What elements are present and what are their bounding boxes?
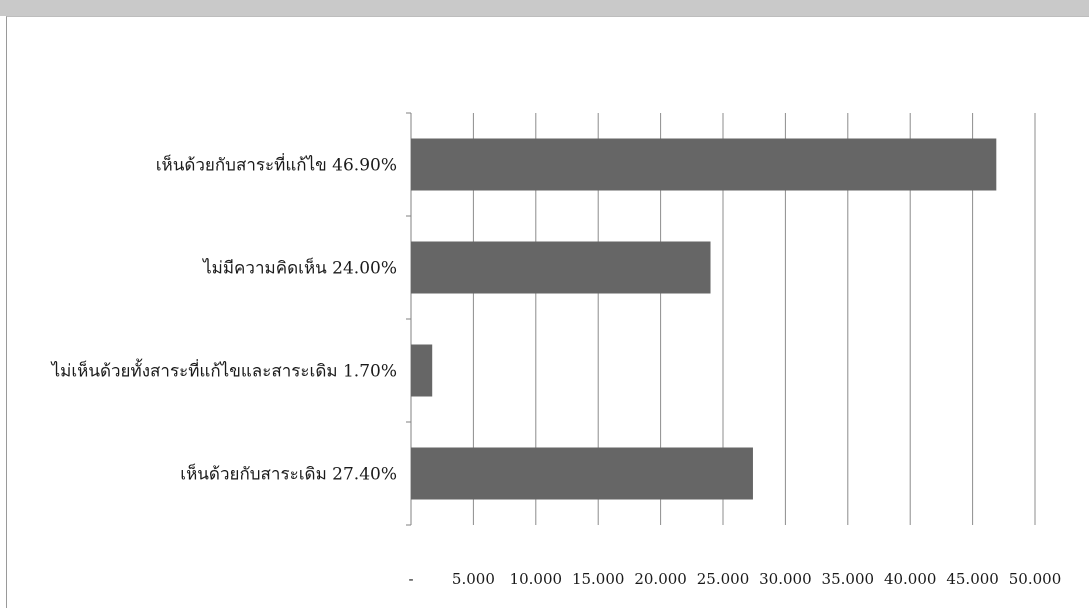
- x-tick-label: 45.000: [946, 570, 999, 588]
- category-label: เห็นด้วยกับสาระเดิม 27.40%: [180, 463, 397, 485]
- x-tick-label: -: [408, 570, 413, 588]
- x-tick-label: 5.000: [452, 570, 495, 588]
- category-label: ไม่เห็นด้วยทั้งสาระที่แก้ไขและสาระเดิม 1…: [50, 359, 397, 382]
- x-tick-label: 50.000: [1009, 570, 1062, 588]
- bar-layer: [411, 138, 997, 500]
- x-tick-label: 40.000: [884, 570, 937, 588]
- x-tick-label: 25.000: [697, 570, 750, 588]
- category-label: ไม่มีความคิดเห็น 24.00%: [201, 257, 397, 279]
- x-tick-label: 15.000: [572, 570, 625, 588]
- bar: [411, 344, 433, 397]
- x-tick-label: 30.000: [759, 570, 812, 588]
- category-label: เห็นด้วยกับสาระที่แก้ไข 46.90%: [156, 153, 397, 176]
- axis-layer: [406, 112, 412, 526]
- x-tick-label: 35.000: [822, 570, 875, 588]
- chart-panel: [6, 16, 1089, 608]
- top-band: [0, 0, 1089, 16]
- bar: [411, 241, 711, 294]
- x-tick-label: 10.000: [510, 570, 563, 588]
- bar: [411, 447, 753, 500]
- bar: [411, 138, 997, 191]
- label-layer: - 5.000 10.000 15.000 20.000 25.000 30.000 35.0…: [50, 153, 1062, 589]
- x-tick-label: 20.000: [634, 570, 687, 588]
